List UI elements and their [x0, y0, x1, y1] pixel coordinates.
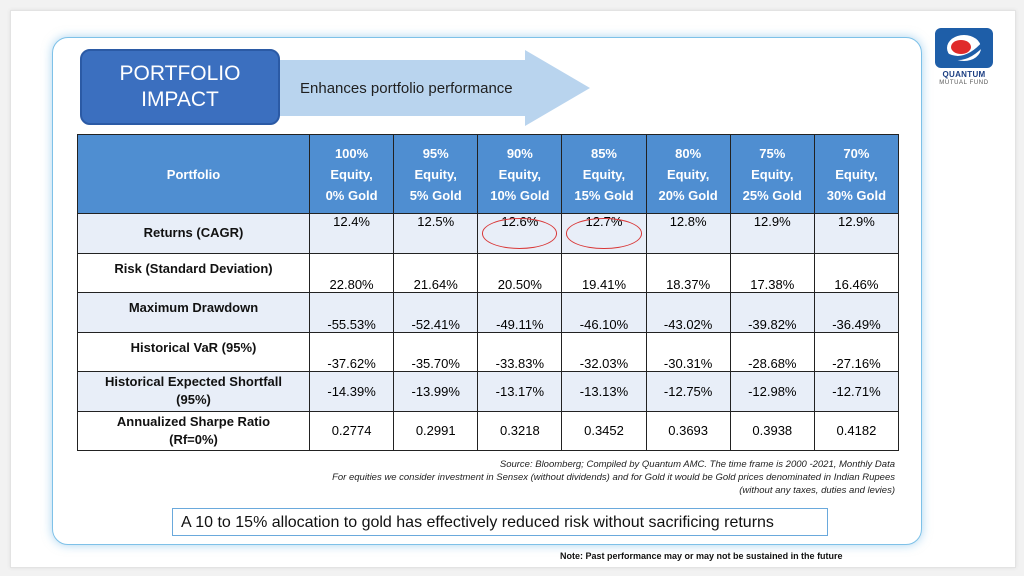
column-header: 75% Equity, 25% Gold: [729, 134, 815, 214]
row-label: Annualized Sharpe Ratio (Rf=0%): [77, 410, 310, 451]
row-label: Returns (CAGR): [77, 213, 310, 254]
table-cell: 21.64%: [393, 252, 479, 293]
table-cell: -28.68%: [729, 331, 815, 372]
arrow-caption: Enhances portfolio performance: [300, 80, 513, 97]
title-line1: PORTFOLIO: [119, 62, 241, 85]
table-cell: 12.5%: [393, 213, 479, 254]
portfolio-impact-title: PORTFOLIO IMPACT: [80, 49, 280, 125]
table-cell: -30.31%: [645, 331, 731, 372]
row-label: Risk (Standard Deviation): [77, 252, 310, 293]
key-takeaway-callout: A 10 to 15% allocation to gold has effec…: [172, 508, 828, 536]
table-cell: -46.10%: [561, 292, 647, 333]
table-cell: -36.49%: [813, 292, 900, 333]
column-header: 85% Equity, 15% Gold: [561, 134, 647, 214]
title-line2: IMPACT: [141, 88, 219, 111]
table-row: Historical VaR (95%) -37.62% -35.70% -33…: [77, 331, 900, 372]
source-line: Source: Bloomberg; Compiled by Quantum A…: [499, 459, 895, 470]
table-row: Returns (CAGR) 12.4% 12.5% 12.6% 12.7% 1…: [77, 213, 900, 254]
table-cell: 0.3218: [477, 410, 563, 451]
column-header: 90% Equity, 10% Gold: [477, 134, 563, 214]
table-cell: -35.70%: [393, 331, 479, 372]
portfolio-table: Portfolio 100% Equity, 0% Gold 95% Equity, 5…: [77, 134, 900, 451]
column-header: 80% Equity, 20% Gold: [645, 134, 731, 214]
table-cell: -12.71%: [813, 371, 900, 412]
table-cell: -43.02%: [645, 292, 731, 333]
table-cell: -12.98%: [729, 371, 815, 412]
arrow-shape: [270, 50, 590, 126]
table-cell: -13.99%: [393, 371, 479, 412]
header-portfolio: Portfolio: [77, 134, 310, 214]
table-cell: -52.41%: [393, 292, 479, 333]
row-label: Historical VaR (95%): [77, 331, 310, 372]
table-cell: -32.03%: [561, 331, 647, 372]
table-row: Historical Expected Shortfall (95%) -14.3…: [77, 371, 900, 412]
highlighted-cell: 12.6%: [477, 213, 563, 254]
table-cell: -33.83%: [477, 331, 563, 372]
highlighted-cell: 12.7%: [561, 213, 647, 254]
column-header: 95% Equity, 5% Gold: [393, 134, 479, 214]
source-line: (without any taxes, duties and levies): [739, 485, 895, 496]
table-cell: -13.17%: [477, 371, 563, 412]
logo-brand: QUANTUM: [942, 70, 986, 79]
table-cell: 18.37%: [645, 252, 731, 293]
table-cell: 12.9%: [729, 213, 815, 254]
table-cell: -49.11%: [477, 292, 563, 333]
table-cell: 16.46%: [813, 252, 900, 293]
source-line: For equities we consider investment in S…: [332, 472, 895, 483]
table-cell: -13.13%: [561, 371, 647, 412]
table-cell: 0.3693: [645, 410, 731, 451]
table-row: Annualized Sharpe Ratio (Rf=0%) 0.2774 0.…: [77, 410, 900, 451]
table-cell: 19.41%: [561, 252, 647, 293]
disclaimer-note: Note: Past performance may or may not be…: [560, 551, 843, 561]
table-cell: -12.75%: [645, 371, 731, 412]
source-note: Source: Bloomberg; Compiled by Quantum A…: [230, 458, 895, 497]
quantum-logo: QUANTUM MUTUAL FUND: [932, 28, 996, 90]
table-cell: -55.53%: [308, 292, 395, 333]
table-cell: 0.3452: [561, 410, 647, 451]
column-header: 100% Equity, 0% Gold: [308, 134, 395, 214]
table-cell: 12.9%: [813, 213, 900, 254]
table-cell: 12.4%: [308, 213, 395, 254]
row-label: Historical Expected Shortfall (95%): [77, 371, 310, 412]
table-cell: 20.50%: [477, 252, 563, 293]
table-cell: 12.8%: [645, 213, 731, 254]
table-cell: 17.38%: [729, 252, 815, 293]
logo-subtitle: MUTUAL FUND: [939, 80, 989, 86]
row-label: Maximum Drawdown: [77, 292, 310, 333]
column-header: 70% Equity, 30% Gold: [813, 134, 900, 214]
table-cell: -14.39%: [308, 371, 395, 412]
table-cell: 0.2774: [308, 410, 395, 451]
table-cell: -27.16%: [813, 331, 900, 372]
table-cell: 0.2991: [393, 410, 479, 451]
table-cell: -37.62%: [308, 331, 395, 372]
table-header-row: Portfolio 100% Equity, 0% Gold 95% Equity, 5…: [77, 134, 900, 214]
table-row: Risk (Standard Deviation) 22.80% 21.64% …: [77, 252, 900, 293]
table-cell: 0.4182: [813, 410, 900, 451]
table-cell: -39.82%: [729, 292, 815, 333]
table-row: Maximum Drawdown -55.53% -52.41% -49.11%…: [77, 292, 900, 333]
quantum-logo-icon: [935, 28, 993, 68]
table-cell: 22.80%: [308, 252, 395, 293]
table-cell: 0.3938: [729, 410, 815, 451]
